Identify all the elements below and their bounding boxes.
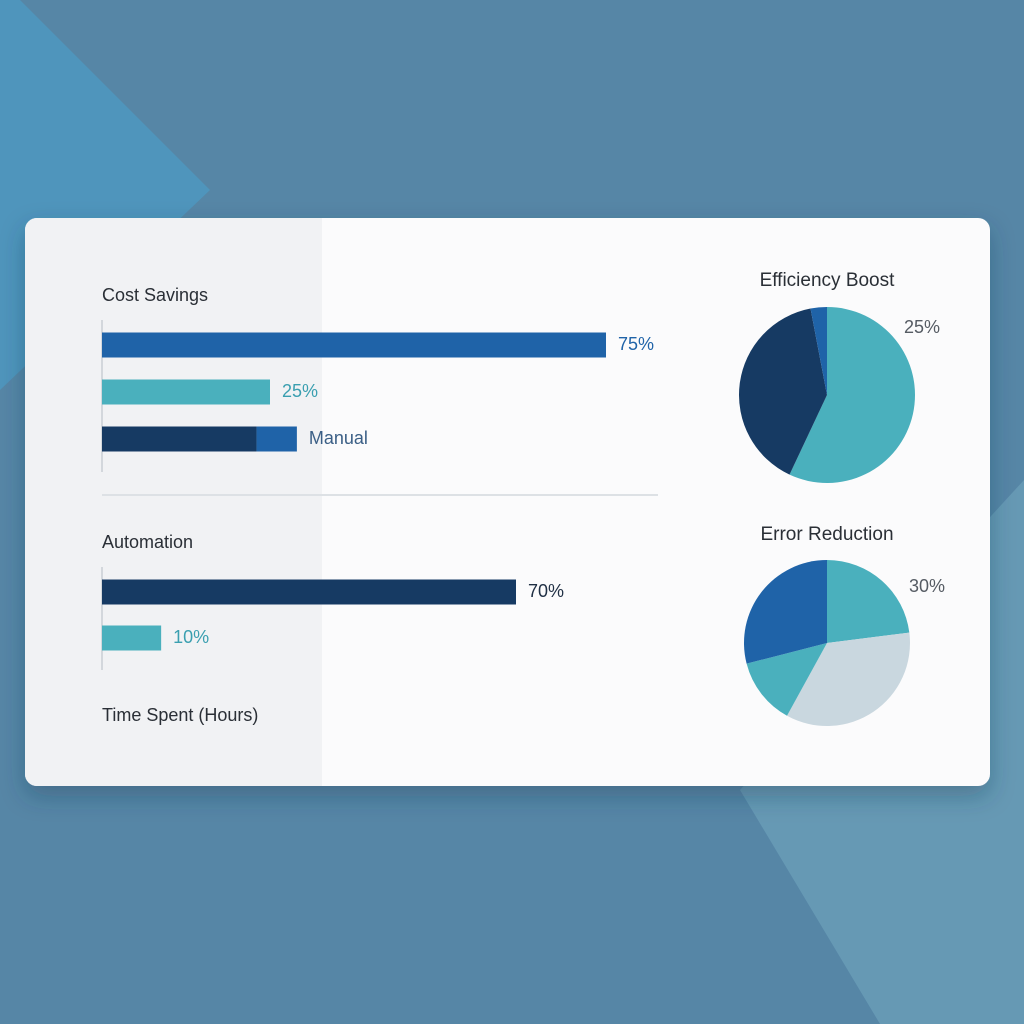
chart-title: Error Reduction [760, 524, 893, 545]
pie-slice [810, 307, 827, 395]
bar-segment [102, 625, 162, 651]
pie-slice [789, 307, 916, 483]
pie-slice [827, 560, 910, 643]
pie-slice [738, 308, 827, 475]
chart-title: Automation [102, 532, 193, 552]
x-axis-label: Time Spent (Hours) [102, 705, 258, 725]
bar-segment [256, 426, 297, 452]
bar-label: 10% [173, 627, 209, 647]
chart-title: Cost Savings [102, 285, 208, 305]
card-panel [25, 218, 322, 786]
pie-slice [744, 560, 827, 664]
bar-segment [102, 579, 516, 605]
bar-segment [102, 379, 270, 405]
pie-annotation: 25% [904, 317, 940, 337]
bar-segment [102, 332, 606, 358]
pie-slice [787, 632, 910, 726]
bar-label: 70% [528, 581, 564, 601]
bar-label: Manual [309, 428, 368, 448]
pie-slice [746, 643, 827, 716]
chart-title: Efficiency Boost [760, 270, 896, 291]
bar-segment [102, 426, 257, 452]
bar-label: 25% [282, 381, 318, 401]
bar-label: 75% [618, 334, 654, 354]
pie-annotation: 30% [909, 576, 945, 596]
